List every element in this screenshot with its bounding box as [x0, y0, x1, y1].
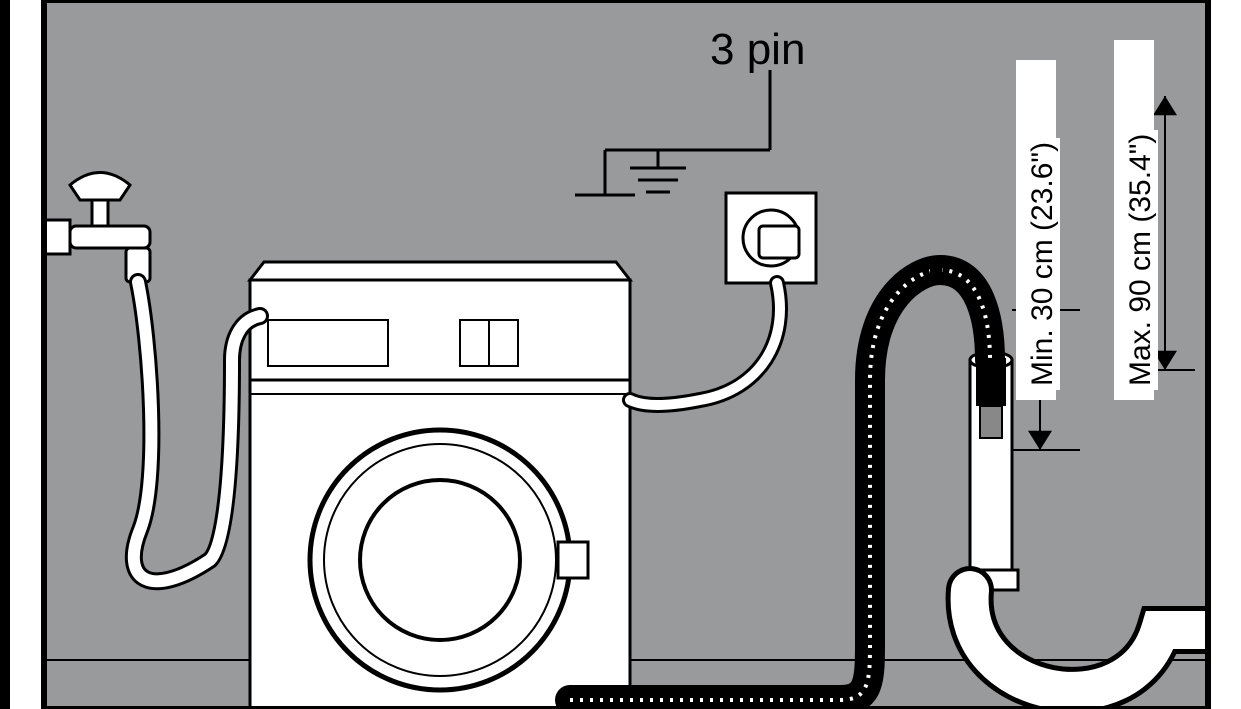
max-height-label: Max. 90 cm (35.4")	[1124, 130, 1158, 390]
plug-label: 3 pin	[710, 25, 805, 75]
min-height-label: Min. 30 cm (23.6")	[1026, 138, 1060, 390]
